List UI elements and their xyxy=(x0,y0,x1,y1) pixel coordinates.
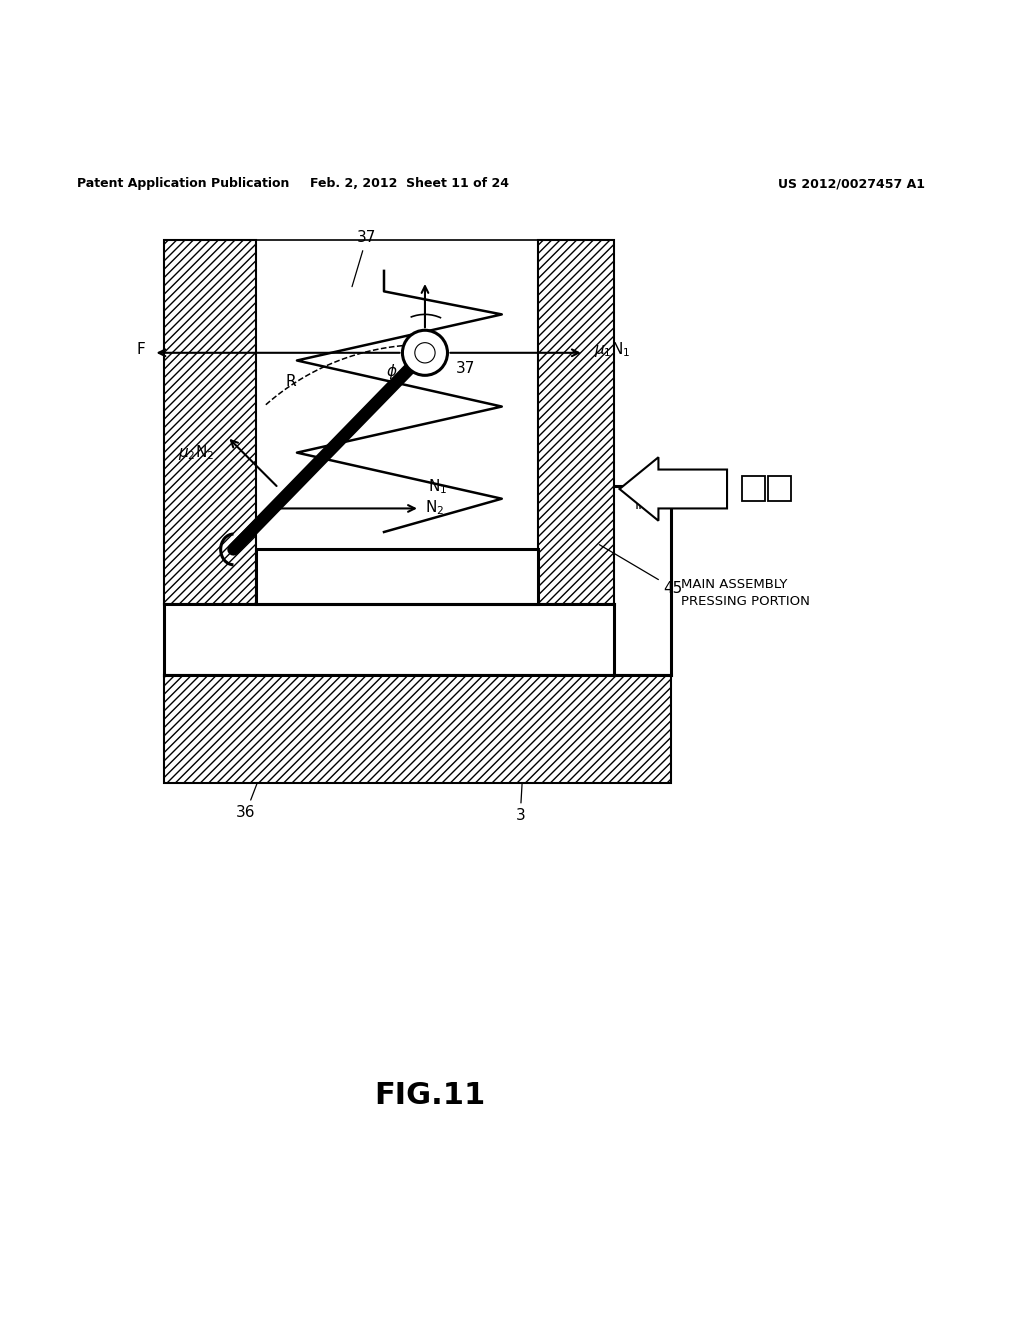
Text: Feb. 2, 2012  Sheet 11 of 24: Feb. 2, 2012 Sheet 11 of 24 xyxy=(310,177,509,190)
Text: MAIN ASSEMBLY
PRESSING PORTION: MAIN ASSEMBLY PRESSING PORTION xyxy=(681,578,810,609)
Text: $\mu_2$N$_2$: $\mu_2$N$_2$ xyxy=(178,444,215,462)
Text: FIG.11: FIG.11 xyxy=(375,1081,485,1110)
Text: INSERTION: INSERTION xyxy=(635,498,710,512)
Bar xyxy=(256,549,538,603)
Text: 45: 45 xyxy=(599,545,683,595)
Text: F: F xyxy=(136,342,145,358)
Text: Patent Application Publication: Patent Application Publication xyxy=(77,177,289,190)
Bar xyxy=(742,475,765,502)
Circle shape xyxy=(415,343,435,363)
Text: N$_2$: N$_2$ xyxy=(425,498,444,516)
Text: US 2012/0027457 A1: US 2012/0027457 A1 xyxy=(778,177,926,190)
Text: $\mu_1$N$_1$: $\mu_1$N$_1$ xyxy=(594,341,631,359)
Text: $\phi$: $\phi$ xyxy=(386,363,398,381)
Text: 3: 3 xyxy=(515,784,525,824)
Text: 37: 37 xyxy=(352,230,376,286)
Text: 36: 36 xyxy=(236,784,257,821)
Text: N$_1$: N$_1$ xyxy=(428,478,447,496)
Bar xyxy=(164,240,256,603)
Circle shape xyxy=(402,330,447,375)
Text: R: R xyxy=(286,374,296,388)
Bar xyxy=(164,676,671,783)
Text: 37: 37 xyxy=(456,360,475,376)
Bar xyxy=(768,475,791,502)
Bar xyxy=(538,240,614,603)
Bar xyxy=(256,240,538,603)
FancyArrow shape xyxy=(620,457,727,520)
Text: 45a: 45a xyxy=(312,560,356,587)
